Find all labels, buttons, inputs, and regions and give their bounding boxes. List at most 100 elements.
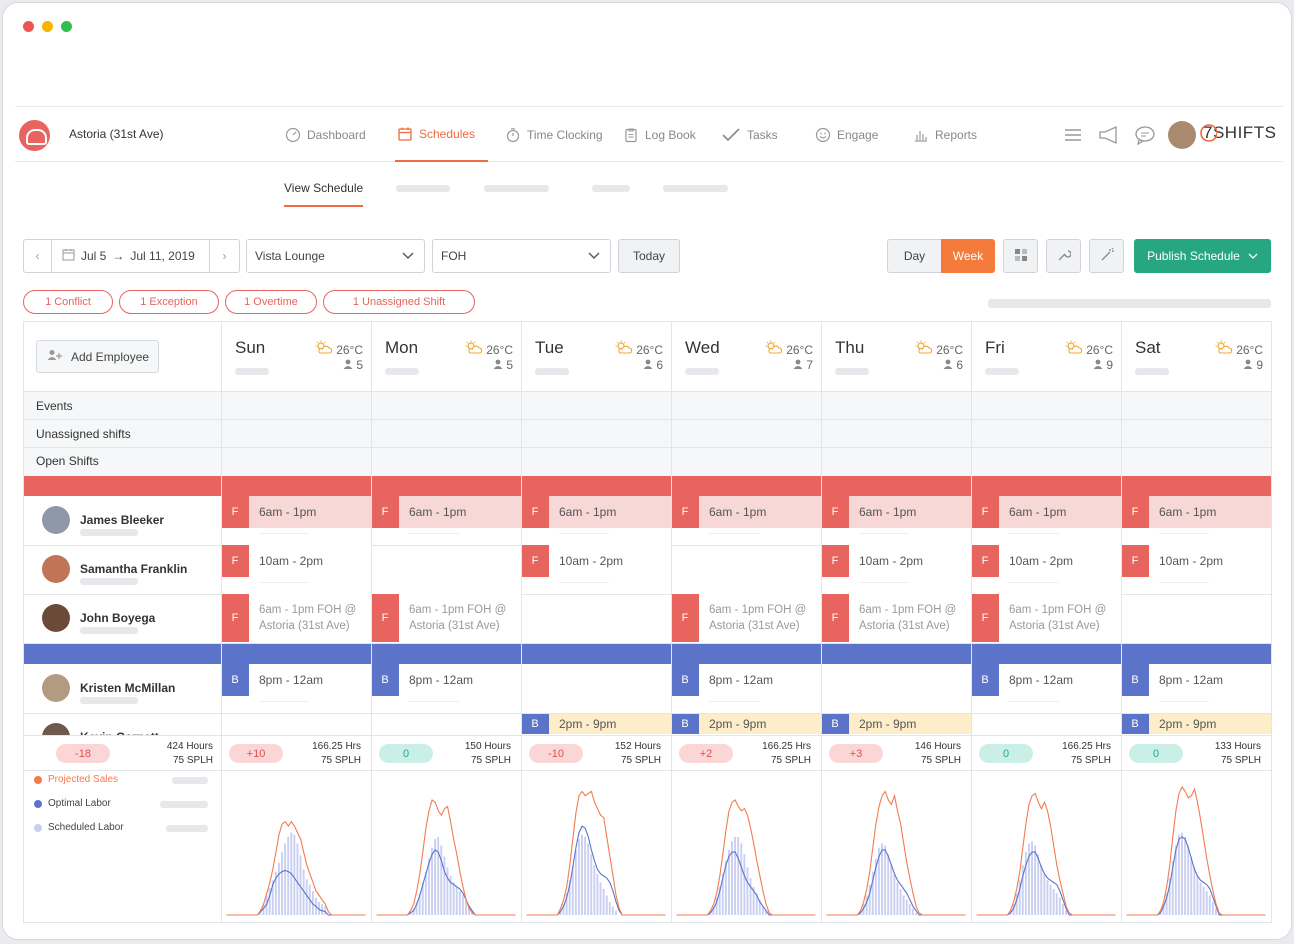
- shift-underline: [1009, 582, 1059, 583]
- shift-time: 6am - 1pm: [1009, 505, 1067, 519]
- calendar-small-icon: [62, 248, 75, 264]
- day-hours: 166.25 Hrs 75 SPLH: [281, 740, 361, 768]
- role-tag: F: [821, 496, 849, 528]
- scheduled-labor-bar: [271, 880, 274, 915]
- next-week-icon[interactable]: ›: [209, 240, 239, 272]
- staff-count-value: 9: [1106, 358, 1113, 372]
- optimal-labor-line: [376, 849, 516, 916]
- variance-badge: +3: [829, 744, 883, 763]
- column-divider: [671, 322, 672, 922]
- shift-underline: [559, 533, 609, 534]
- employee-row-header[interactable]: Kristen McMillan: [42, 674, 175, 702]
- shift-block[interactable]: F 10am - 2pm: [521, 545, 671, 577]
- add-employee-button[interactable]: Add Employee: [36, 340, 159, 373]
- chat-icon[interactable]: [1134, 125, 1156, 146]
- day-name[interactable]: Fri: [985, 338, 1005, 357]
- minimize-window-dot[interactable]: [42, 21, 53, 32]
- date-range[interactable]: Jul 5 → Jul 11, 2019: [62, 248, 195, 264]
- shift-block[interactable]: F 10am - 2pm: [221, 545, 371, 577]
- shift-block[interactable]: F 6am - 1pm: [821, 496, 971, 528]
- nav-dashboard[interactable]: Dashboard: [285, 107, 366, 162]
- day-name[interactable]: Tue: [535, 338, 564, 357]
- shift-block[interactable]: F 6am - 1pm: [1121, 496, 1271, 528]
- day-splh-value: 75 SPLH: [1220, 755, 1261, 766]
- shift-block[interactable]: F 10am - 2pm: [971, 545, 1121, 577]
- unassigned-shifts-row-label[interactable]: Unassigned shifts: [36, 427, 131, 441]
- shift-block[interactable]: F 6am - 1pm FOH @ Astoria (31st Ave): [971, 594, 1121, 642]
- shift-block[interactable]: B 2pm - 9pm: [671, 714, 821, 734]
- nav-time-clocking[interactable]: Time Clocking: [505, 107, 603, 162]
- shift-block[interactable]: F 6am - 1pm: [521, 496, 671, 528]
- employee-row-header[interactable]: James Bleeker: [42, 506, 164, 534]
- close-window-dot[interactable]: [23, 21, 34, 32]
- day-view-button[interactable]: Day: [887, 239, 942, 273]
- user-avatar[interactable]: [1168, 121, 1196, 149]
- shift-block[interactable]: B 8pm - 12am: [1121, 664, 1271, 696]
- shift-block[interactable]: F 10am - 2pm: [821, 545, 971, 577]
- scheduled-labor-bar: [596, 873, 599, 915]
- day-name[interactable]: Sun: [235, 338, 266, 357]
- week-view-button[interactable]: Week: [941, 239, 995, 273]
- legend-projected-sales: Projected Sales: [34, 774, 118, 785]
- shift-block[interactable]: F 10am - 2pm: [1121, 545, 1271, 577]
- shift-block[interactable]: B 2pm - 9pm: [521, 714, 671, 734]
- shift-time: 6am - 1pm FOH @ Astoria (31st Ave): [259, 604, 357, 632]
- day-hours: 133 Hours 75 SPLH: [1181, 740, 1261, 768]
- employee-row-header[interactable]: Samantha Franklin: [42, 555, 187, 583]
- shift-block[interactable]: F 6am - 1pm FOH @ Astoria (31st Ave): [821, 594, 971, 642]
- shift-block[interactable]: F 6am - 1pm: [221, 496, 371, 528]
- employee-row-header[interactable]: John Boyega: [42, 604, 155, 632]
- shift-block[interactable]: F 6am - 1pm: [971, 496, 1121, 528]
- shift-block[interactable]: F 6am - 1pm FOH @ Astoria (31st Ave): [221, 594, 371, 642]
- projected-sales-line: [376, 799, 516, 916]
- publish-schedule-button[interactable]: Publish Schedule: [1134, 239, 1271, 273]
- scheduled-labor-bar: [1034, 845, 1037, 915]
- shift-block[interactable]: F 6am - 1pm FOH @ Astoria (31st Ave): [371, 594, 521, 642]
- scheduled-labor-bar: [415, 901, 418, 915]
- shift-block[interactable]: B 2pm - 9pm: [821, 714, 971, 734]
- prev-week-icon[interactable]: ‹: [24, 240, 52, 272]
- nav-schedules[interactable]: Schedules: [395, 107, 488, 162]
- exception-alert[interactable]: 1 Exception: [119, 290, 219, 314]
- restaurant-logo[interactable]: [19, 120, 50, 151]
- day-hours: 166.25 Hrs 75 SPLH: [731, 740, 811, 768]
- megaphone-icon[interactable]: [1097, 125, 1121, 145]
- foh-role-band: [24, 476, 1271, 496]
- nav-log-book[interactable]: Log Book: [623, 107, 696, 162]
- location-name[interactable]: Astoria (31st Ave): [69, 127, 164, 141]
- shift-block[interactable]: B 8pm - 12am: [371, 664, 521, 696]
- maximize-window-dot[interactable]: [61, 21, 72, 32]
- unassigned-shift-alert[interactable]: 1 Unassigned Shift: [323, 290, 475, 314]
- day-name[interactable]: Thu: [835, 338, 865, 357]
- tools-button[interactable]: [1046, 239, 1081, 273]
- location-select[interactable]: Vista Lounge: [246, 239, 425, 273]
- day-name[interactable]: Sat: [1135, 338, 1161, 357]
- conflict-alert[interactable]: 1 Conflict: [23, 290, 113, 314]
- shift-block[interactable]: B 8pm - 12am: [221, 664, 371, 696]
- overtime-alert[interactable]: 1 Overtime: [225, 290, 317, 314]
- department-select[interactable]: FOH: [432, 239, 611, 273]
- shift-block[interactable]: B 8pm - 12am: [971, 664, 1121, 696]
- shift-block[interactable]: B 2pm - 9pm: [1121, 714, 1271, 734]
- day-name[interactable]: Wed: [685, 338, 720, 357]
- shift-block[interactable]: F 6am - 1pm: [371, 496, 521, 528]
- today-button[interactable]: Today: [618, 239, 680, 273]
- shift-block[interactable]: B 8pm - 12am: [671, 664, 821, 696]
- optimal-labor-line: [226, 869, 366, 916]
- nav-engage[interactable]: Engage: [815, 107, 878, 162]
- tab-view-schedule[interactable]: View Schedule: [284, 181, 364, 207]
- optimal-labor-line: [526, 825, 666, 916]
- role-tag: F: [521, 545, 549, 577]
- scheduled-labor-bar: [274, 871, 277, 915]
- layout-grid-button[interactable]: [1003, 239, 1038, 273]
- shift-block[interactable]: F 6am - 1pm: [671, 496, 821, 528]
- employee-name: Samantha Franklin: [80, 562, 188, 576]
- nav-reports[interactable]: Reports: [913, 107, 977, 162]
- day-name[interactable]: Mon: [385, 338, 419, 357]
- shift-block[interactable]: F 6am - 1pm FOH @ Astoria (31st Ave): [671, 594, 821, 642]
- auto-schedule-button[interactable]: [1089, 239, 1124, 273]
- open-shifts-row-label[interactable]: Open Shifts: [36, 454, 99, 468]
- menu-icon[interactable]: [1063, 125, 1083, 145]
- nav-tasks[interactable]: Tasks: [721, 107, 778, 162]
- day-weather: 26°C: [741, 340, 813, 357]
